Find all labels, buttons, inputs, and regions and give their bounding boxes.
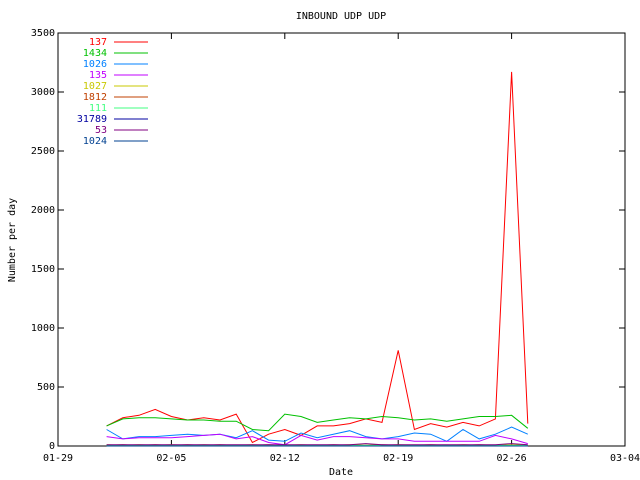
legend-label: 53 [95,125,107,136]
series-line [106,443,528,446]
x-tick-label: 02-26 [497,453,527,464]
y-tick-label: 1000 [31,323,55,334]
legend-label: 1434 [83,48,107,59]
legend-label: 1027 [83,81,107,92]
x-tick-label: 03-04 [610,453,640,464]
y-tick-label: 1500 [31,264,55,275]
series-line [106,71,529,444]
x-axis-label: Date [329,467,353,478]
series-line [106,426,529,442]
y-tick-label: 3000 [31,87,55,98]
chart-title: INBOUND UDP UDP [296,11,386,22]
legend-label: 1812 [83,92,107,103]
y-tick-label: 2000 [31,205,55,216]
legend-label: 111 [89,103,107,114]
legend-label: 31789 [77,114,107,125]
legend-label: 135 [89,70,107,81]
x-tick-label: 02-19 [383,453,413,464]
x-tick-label: 02-05 [156,453,186,464]
y-tick-label: 500 [37,382,55,393]
x-tick-label: 01-29 [43,453,73,464]
legend-label: 1024 [83,136,107,147]
series-line [106,433,528,446]
legend-label: 137 [89,37,107,48]
legend-label: 1026 [83,59,107,70]
series-line [106,413,529,432]
y-tick-label: 2500 [31,146,55,157]
y-tick-label: 3500 [31,28,55,39]
x-tick-label: 02-12 [270,453,300,464]
y-axis-label: Number per day [7,198,18,282]
y-tick-label: 0 [49,441,55,452]
